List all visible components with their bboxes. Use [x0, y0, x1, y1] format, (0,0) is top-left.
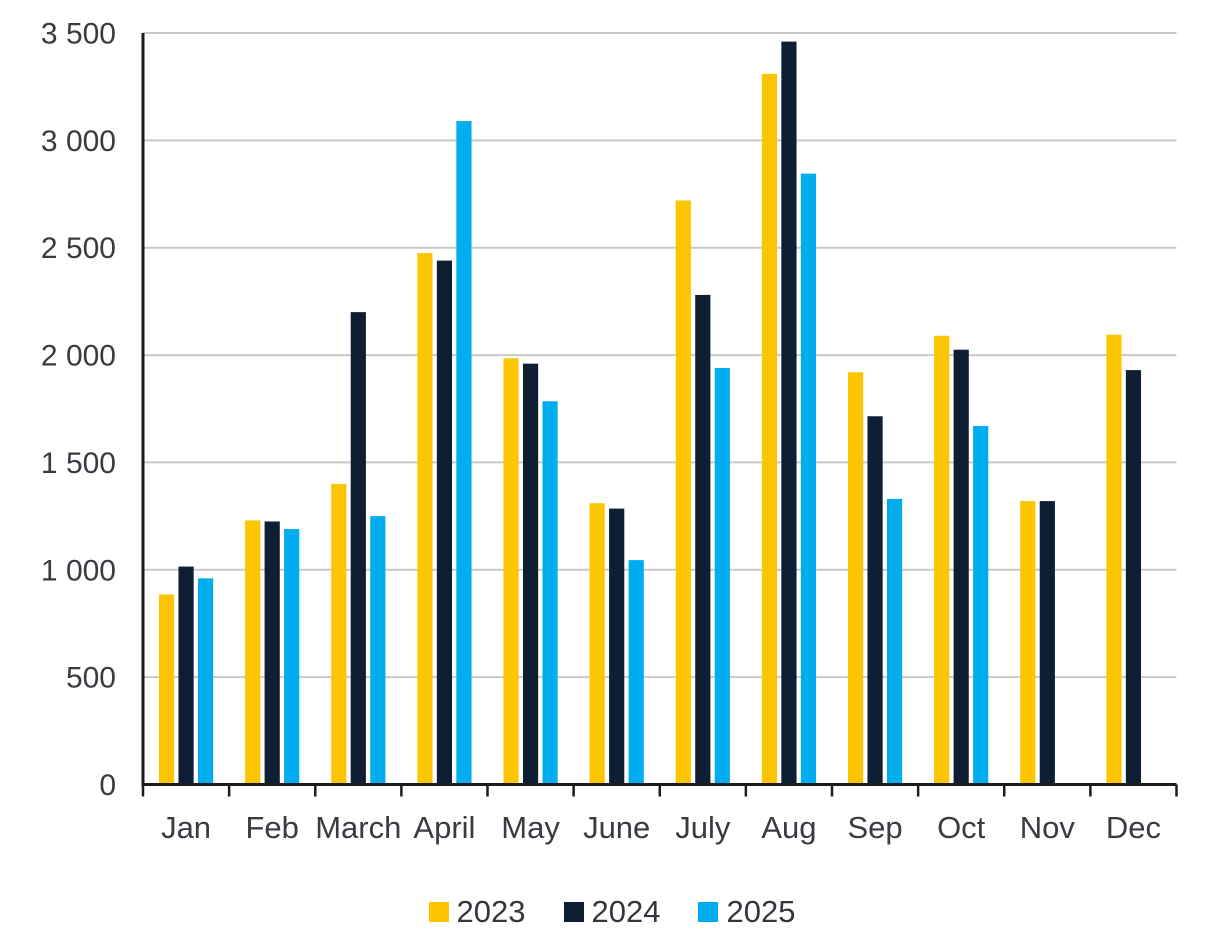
bar-2025-july	[714, 367, 730, 785]
bar-2025-may	[542, 401, 558, 785]
bar-2023-nov	[1020, 501, 1036, 785]
bar-2024-june	[609, 508, 625, 785]
x-axis-label: Feb	[245, 810, 298, 845]
x-axis-label: March	[315, 810, 401, 845]
legend-label-2024: 2024	[591, 894, 661, 929]
bar-2025-jan	[197, 578, 214, 785]
y-axis-label: 3 000	[41, 125, 116, 158]
legend-item-2025: 2025	[698, 896, 795, 927]
bar-2024-jan	[178, 566, 194, 785]
bar-2024-nov	[1039, 501, 1055, 785]
bar-2023-july	[675, 200, 691, 785]
bar-2023-aug	[761, 73, 778, 785]
y-axis-label: 1 500	[41, 447, 116, 480]
bar-2023-april	[417, 253, 433, 785]
bar-2024-sep	[867, 416, 883, 785]
bar-2024-may	[522, 363, 539, 785]
bar-2023-jan	[158, 594, 175, 785]
bar-2025-march	[370, 516, 386, 785]
y-axis-label: 2 500	[41, 232, 116, 265]
x-axis-label: Nov	[1020, 810, 1076, 845]
y-axis-label: 0	[99, 769, 116, 802]
x-axis-label: April	[413, 810, 475, 845]
y-axis-label: 3 500	[41, 18, 116, 51]
bar-2025-feb	[284, 528, 300, 785]
bar-2025-sep	[886, 498, 903, 785]
bar-2023-feb	[245, 520, 261, 785]
bar-2024-april	[436, 260, 453, 785]
legend-label-2025: 2025	[726, 894, 796, 929]
bar-2024-aug	[781, 41, 797, 785]
legend-item-2023: 2023	[428, 894, 526, 929]
y-axis-label: 2 000	[41, 340, 116, 373]
bar-2024-july	[695, 294, 711, 785]
legend-swatch-2023-icon	[428, 901, 449, 922]
bar-2024-march	[350, 312, 366, 785]
legend-label-2023: 2023	[456, 894, 526, 929]
x-axis-label: Dec	[1106, 810, 1161, 845]
bar-2023-june	[589, 503, 605, 785]
x-axis-label: Oct	[937, 810, 986, 845]
legend-swatch-2025-icon	[698, 901, 719, 922]
bar-2025-june	[628, 560, 644, 785]
y-axis-label: 1 000	[41, 554, 116, 587]
x-axis-label: June	[583, 810, 650, 845]
bar-2025-april	[456, 121, 472, 785]
bar-2025-oct	[973, 425, 989, 785]
x-axis-label: July	[675, 810, 731, 845]
bar-chart-plot: 0 500 1 000 1 500 2 000 2 500 3 000 3 500 Jan Feb…	[41, 18, 1178, 845]
bar-2023-oct	[934, 335, 950, 785]
x-axis-label: Aug	[761, 810, 816, 845]
legend: 2023 2024 2025	[0, 896, 1224, 927]
bar-2024-feb	[264, 521, 280, 785]
y-axis-label: 500	[66, 662, 116, 695]
bar-2023-may	[503, 358, 519, 785]
bar-2024-dec	[1125, 370, 1142, 785]
x-axis-label: Sep	[847, 810, 902, 845]
bar-2024-oct	[953, 349, 969, 785]
bar-2023-sep	[847, 372, 864, 785]
x-axis-label: Jan	[161, 810, 211, 845]
legend-swatch-2024-icon	[563, 901, 584, 922]
bar-2023-dec	[1106, 334, 1122, 785]
bar-2025-aug	[800, 173, 817, 785]
bar-2023-march	[331, 483, 347, 785]
legend-item-2024: 2024	[563, 894, 661, 929]
x-axis-label: May	[501, 810, 560, 845]
